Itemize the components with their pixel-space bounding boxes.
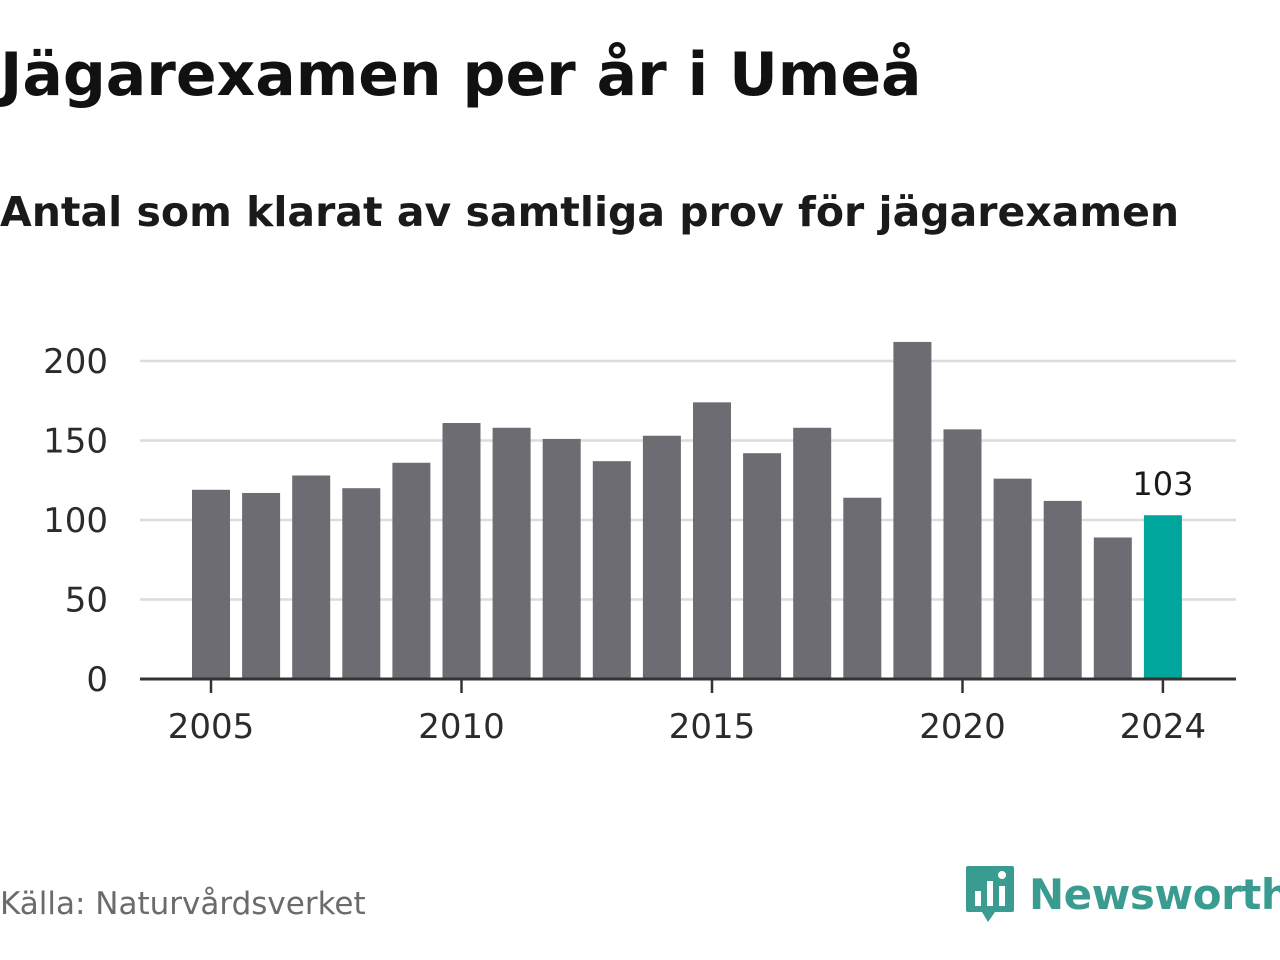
bar-2023: [1093, 537, 1132, 679]
bar-2013: [592, 461, 631, 679]
bar-2005: [192, 489, 230, 679]
x-tick-label-2020: 2020: [919, 707, 1006, 747]
y-tick-label-50: 50: [65, 581, 108, 621]
y-tick-label-200: 200: [43, 342, 108, 382]
bar-2019: [893, 341, 932, 679]
bar-2020: [943, 429, 982, 679]
bar-2009: [392, 462, 431, 679]
bar-chart: 0 50 100 150 200 103 2005 2010 2015 2020 2024: [43, 341, 1236, 747]
bar-2016: [743, 453, 782, 679]
bar-2014: [642, 435, 681, 679]
bar-2022: [1043, 500, 1082, 679]
y-tick-label-0: 0: [86, 660, 108, 700]
bar-2018: [843, 497, 882, 679]
brand-name: Newsworthy: [1029, 869, 1280, 919]
y-tick-label-100: 100: [43, 501, 108, 541]
data-label-2024: 103: [1132, 465, 1193, 503]
bar-2017: [793, 427, 832, 679]
bar-2006: [242, 492, 281, 679]
bar-2015: [693, 402, 731, 679]
x-tick-label-2024: 2024: [1120, 707, 1207, 747]
bar-2024: [1143, 515, 1182, 679]
chart-subtitle: Antal som klarat av samtliga prov för jä…: [0, 188, 1180, 236]
bar-2021: [993, 478, 1032, 679]
x-tick-label-2005: 2005: [168, 707, 255, 747]
x-tick-label-2015: 2015: [669, 707, 756, 747]
bar-2010: [442, 423, 481, 679]
chart-title: Jägarexamen per år i Umeå: [0, 40, 922, 110]
bar-2012: [542, 438, 581, 679]
x-tick-label-2010: 2010: [418, 707, 505, 747]
bar-chart-speech-bubble-icon: [966, 866, 1014, 922]
y-tick-label-150: 150: [43, 422, 108, 462]
brand-logo: Newsworthy: [965, 864, 1280, 924]
bar-2007: [292, 475, 331, 679]
bar-2008: [342, 488, 381, 679]
bar-2011: [492, 427, 531, 679]
source-note: Källa: Naturvårdsverket: [0, 886, 366, 922]
